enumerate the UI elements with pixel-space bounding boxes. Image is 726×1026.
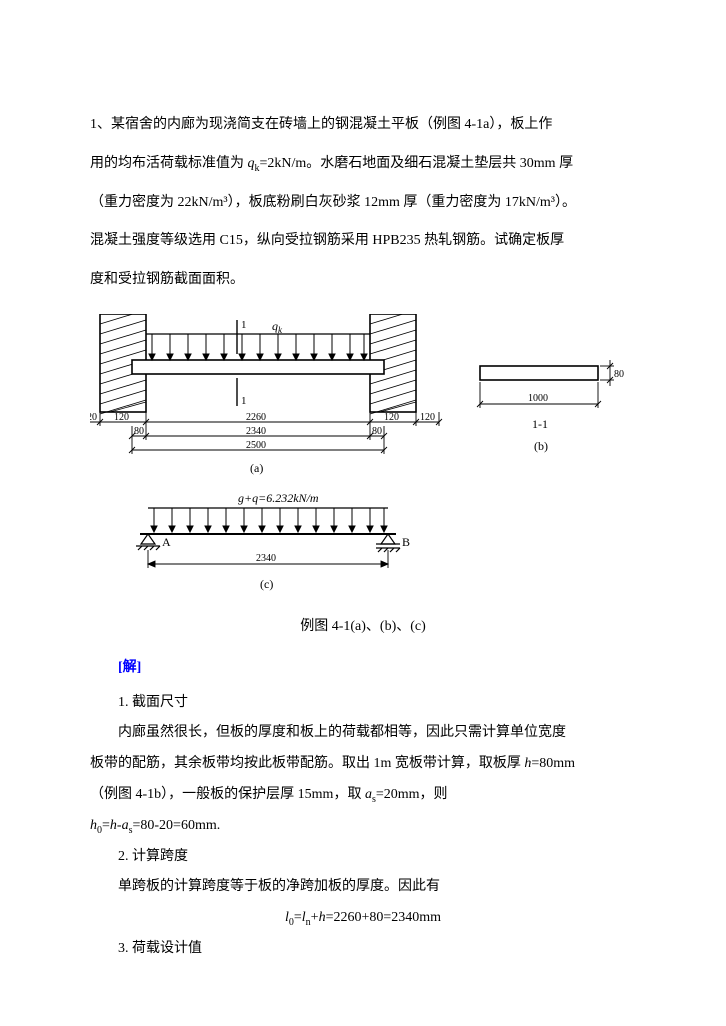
s1-p1: 内廊虽然很长，但板的厚度和板上的荷载都相等，因此只需计算单位宽度	[90, 718, 636, 749]
s2-formula: l0=ln+h=2260+80=2340mm	[90, 903, 636, 934]
dim-80-l: 80	[134, 426, 144, 437]
text: =80mm	[531, 756, 575, 771]
text: =2kN/m。水磨石地面及细石混凝土垫层共 30mm 厚	[260, 156, 574, 171]
dim-2340-c: 2340	[256, 553, 276, 564]
fig-b-label: (b)	[534, 439, 548, 453]
text: （例图 4-1b），一般板的保护层厚 15mm，取	[90, 787, 365, 802]
dim-height	[600, 360, 614, 386]
support-left	[136, 534, 160, 550]
figure-a: qk 1 1 120 120 2260 120 120	[90, 314, 442, 475]
label-A: A	[162, 535, 171, 549]
section-2-title: 2. 计算跨度	[118, 842, 636, 873]
load-arrows	[149, 334, 367, 360]
solution-label: [解]	[118, 653, 636, 684]
dim-120-4: 120	[420, 412, 435, 423]
figure-b: 80 1000 1-1 (b)	[477, 360, 624, 453]
text: =20mm，则	[376, 787, 448, 802]
s1-p3: （例图 4-1b），一般板的保护层厚 15mm，取 as=20mm，则	[90, 780, 636, 811]
dim-80-r: 80	[372, 426, 382, 437]
dim-2340: 2340	[246, 426, 266, 437]
load-q-label: qk	[272, 319, 283, 335]
s1-formula: h0=h-as=80-20=60mm.	[90, 811, 636, 842]
problem-line3: （重力密度为 22kN/m³），板底粉刷白灰砂浆 12mm 厚（重力密度为 17…	[90, 188, 636, 219]
dim-2500: 2500	[246, 440, 266, 451]
figures-container: qk 1 1 120 120 2260 120 120	[90, 314, 636, 604]
load-arrows-c	[151, 508, 387, 532]
s2-p1: 单跨板的计算跨度等于板的净跨加板的厚度。因此有	[90, 872, 636, 903]
problem-line2: 用的均布活荷载标准值为 qk=2kN/m。水磨石地面及细石混凝土垫层共 30mm…	[90, 149, 636, 180]
figure-c: g+q=6.232kN/m	[136, 491, 410, 591]
dim-80: 80	[614, 369, 624, 380]
text: 板带的配筋，其余板带均按此板带配筋。取出 1m 宽板带计算，取板厚	[90, 756, 524, 771]
section-label: 1-1	[532, 417, 548, 431]
dim-120-3: 120	[384, 412, 399, 423]
support-right	[376, 534, 400, 552]
section-mark-num-bot: 1	[241, 395, 247, 407]
var-q: q	[248, 156, 255, 171]
label-B: B	[402, 535, 410, 549]
text: 用的均布活荷载标准值为	[90, 156, 248, 171]
dim-2260: 2260	[246, 412, 266, 423]
figure-caption: 例图 4-1(a)、(b)、(c)	[90, 612, 636, 643]
load-label-c: g+q=6.232kN/m	[238, 491, 319, 505]
slab	[132, 360, 384, 374]
section-rect	[480, 366, 598, 380]
fig-a-label: (a)	[250, 461, 263, 475]
problem-line1: 1、某宿舍的内廊为现浇简支在砖墙上的钢混凝土平板（例图 4-1a），板上作	[90, 110, 636, 141]
section-1-title: 1. 截面尺寸	[118, 688, 636, 719]
figure-svg: qk 1 1 120 120 2260 120 120	[90, 314, 630, 604]
dim-120-1: 120	[90, 412, 97, 423]
s1-p2: 板带的配筋，其余板带均按此板带配筋。取出 1m 宽板带计算，取板厚 h=80mm	[90, 749, 636, 780]
problem-line5: 度和受拉钢筋截面面积。	[90, 265, 636, 296]
dim-120-2: 120	[114, 412, 129, 423]
section-3-title: 3. 荷载设计值	[118, 934, 636, 965]
var-a: a	[365, 787, 372, 802]
problem-line4: 混凝土强度等级选用 C15，纵向受拉钢筋采用 HPB235 热轧钢筋。试确定板厚	[90, 226, 636, 257]
fig-c-label: (c)	[260, 577, 273, 591]
dim-1000: 1000	[528, 393, 548, 404]
section-mark-num-top: 1	[241, 319, 247, 331]
